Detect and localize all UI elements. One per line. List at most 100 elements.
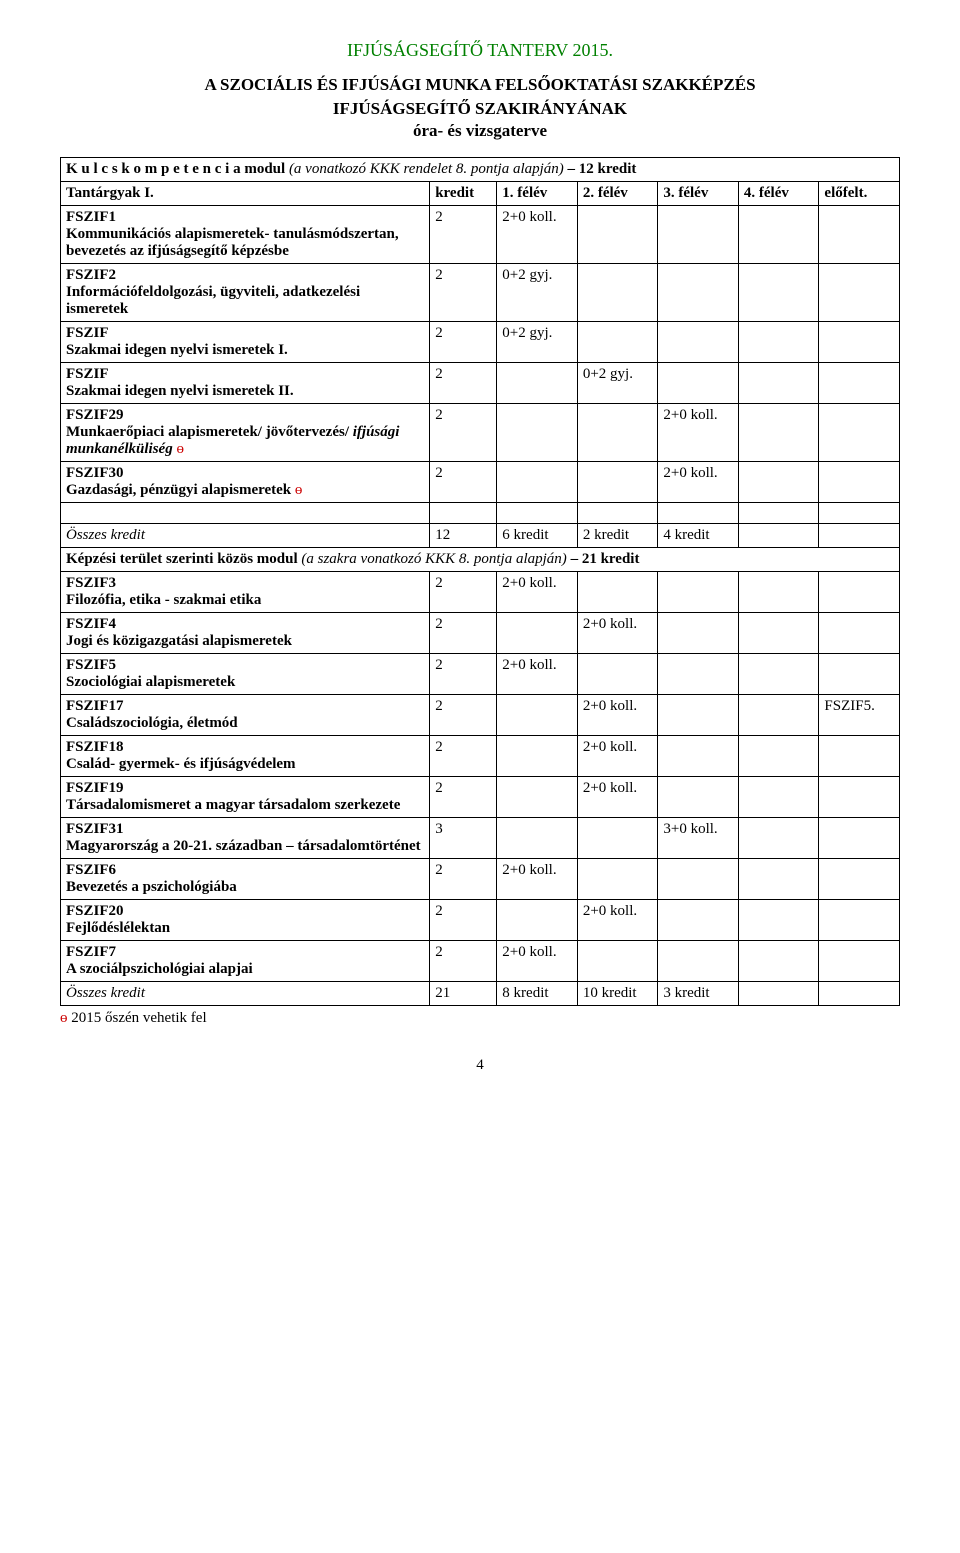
theta-mark: ɵ bbox=[295, 482, 303, 498]
sem4-cell bbox=[738, 206, 819, 264]
kredit-cell: 2 bbox=[430, 941, 497, 982]
sem4-cell bbox=[738, 613, 819, 654]
sem1-cell bbox=[497, 736, 578, 777]
sem1-cell: 2+0 koll. bbox=[497, 654, 578, 695]
subject-name: Társadalomismeret a magyar társadalom sz… bbox=[66, 797, 400, 813]
table-row: FSZIF19Társadalomismeret a magyar társad… bbox=[61, 777, 900, 818]
spacer-cell bbox=[738, 503, 819, 524]
col-elof: előfelt. bbox=[819, 182, 900, 206]
elof-cell bbox=[819, 654, 900, 695]
spacer-cell bbox=[577, 503, 658, 524]
section2-heading-mid: (a szakra vonatkozó KKK 8. pontja alapjá… bbox=[301, 551, 566, 567]
subject-code: FSZIF2 bbox=[66, 267, 424, 284]
subject-name: Információfeldolgozási, ügyviteli, adatk… bbox=[66, 284, 360, 317]
sem2-cell bbox=[577, 941, 658, 982]
subject-name: Fejlődéslélektan bbox=[66, 920, 170, 936]
col-sem4: 4. félév bbox=[738, 182, 819, 206]
subject-name: Kommunikációs alapismeretek- tanulásmóds… bbox=[66, 226, 399, 259]
subject-code: FSZIF29 bbox=[66, 407, 424, 424]
sem3-cell bbox=[658, 900, 739, 941]
total-s3: 4 kredit bbox=[658, 524, 739, 548]
subject-code: FSZIF6 bbox=[66, 862, 424, 879]
sem2-cell: 2+0 koll. bbox=[577, 695, 658, 736]
sem4-cell bbox=[738, 900, 819, 941]
sem1-cell: 2+0 koll. bbox=[497, 572, 578, 613]
sem2-cell bbox=[577, 462, 658, 503]
subject-code: FSZIF bbox=[66, 325, 424, 342]
sem2-cell bbox=[577, 654, 658, 695]
subject-name: Szakmai idegen nyelvi ismeretek I. bbox=[66, 342, 288, 358]
title-line-2: IFJÚSÁGSEGÍTŐ SZAKIRÁNYÁNAK bbox=[60, 99, 900, 119]
spacer-cell bbox=[658, 503, 739, 524]
title-line-1: A SZOCIÁLIS ÉS IFJÚSÁGI MUNKA FELSŐOKTAT… bbox=[60, 75, 900, 95]
subject-cell: FSZIF19Társadalomismeret a magyar társad… bbox=[61, 777, 430, 818]
subject-cell: FSZIF4Jogi és közigazgatási alapismerete… bbox=[61, 613, 430, 654]
sem3-cell bbox=[658, 941, 739, 982]
total-row: Összes kredit218 kredit10 kredit3 kredit bbox=[61, 982, 900, 1006]
total-kredit: 21 bbox=[430, 982, 497, 1006]
table-row: FSZIF3Filozófia, etika - szakmai etika22… bbox=[61, 572, 900, 613]
table-row: FSZIFSzakmai idegen nyelvi ismeretek II.… bbox=[61, 363, 900, 404]
subject-code: FSZIF7 bbox=[66, 944, 424, 961]
subject-cell: FSZIF29Munkaerőpiaci alapismeretek/ jövő… bbox=[61, 404, 430, 462]
sem1-cell bbox=[497, 363, 578, 404]
elof-cell bbox=[819, 941, 900, 982]
kredit-cell: 2 bbox=[430, 695, 497, 736]
sem1-cell bbox=[497, 404, 578, 462]
subject-code: FSZIF bbox=[66, 366, 424, 383]
sem2-cell: 2+0 koll. bbox=[577, 777, 658, 818]
spacer-cell bbox=[819, 503, 900, 524]
table-row: FSZIF29Munkaerőpiaci alapismeretek/ jövő… bbox=[61, 404, 900, 462]
subject-name: Családszociológia, életmód bbox=[66, 715, 238, 731]
table-row: FSZIF6Bevezetés a pszichológiába22+0 kol… bbox=[61, 859, 900, 900]
table-row: FSZIF18Család- gyermek- és ifjúságvédele… bbox=[61, 736, 900, 777]
theta-mark: ɵ bbox=[173, 441, 184, 457]
sem1-cell: 0+2 gyj. bbox=[497, 264, 578, 322]
total-s4 bbox=[738, 982, 819, 1006]
title-line-3: óra- és vizsgaterve bbox=[60, 121, 900, 141]
subject-cell: FSZIFSzakmai idegen nyelvi ismeretek II. bbox=[61, 363, 430, 404]
page-header: IFJÚSÁGSEGÍTŐ TANTERV 2015. bbox=[60, 40, 900, 61]
sem3-cell bbox=[658, 206, 739, 264]
elof-cell bbox=[819, 206, 900, 264]
page-number: 4 bbox=[60, 1057, 900, 1074]
subject-name: Szakmai idegen nyelvi ismeretek II. bbox=[66, 383, 294, 399]
total-s3: 3 kredit bbox=[658, 982, 739, 1006]
table-row: FSZIF20Fejlődéslélektan22+0 koll. bbox=[61, 900, 900, 941]
sem2-cell bbox=[577, 818, 658, 859]
subject-name: Filozófia, etika - szakmai etika bbox=[66, 592, 261, 608]
sem4-cell bbox=[738, 736, 819, 777]
subject-code: FSZIF31 bbox=[66, 821, 424, 838]
total-elof bbox=[819, 982, 900, 1006]
subject-cell: FSZIF5Szociológiai alapismeretek bbox=[61, 654, 430, 695]
section1-heading-post: – 12 kredit bbox=[564, 161, 637, 177]
elof-cell bbox=[819, 859, 900, 900]
subject-cell: FSZIF1Kommunikációs alapismeretek- tanul… bbox=[61, 206, 430, 264]
sem1-cell bbox=[497, 695, 578, 736]
subject-name: Munkaerőpiaci alapismeretek/ jövőtervezé… bbox=[66, 424, 353, 440]
col-subject: Tantárgyak I. bbox=[61, 182, 430, 206]
col-sem3: 3. félév bbox=[658, 182, 739, 206]
sem4-cell bbox=[738, 654, 819, 695]
footnote-theta: ɵ bbox=[60, 1010, 68, 1026]
subject-name: Bevezetés a pszichológiába bbox=[66, 879, 237, 895]
sem1-cell bbox=[497, 818, 578, 859]
sem3-cell: 2+0 koll. bbox=[658, 462, 739, 503]
sem3-cell: 2+0 koll. bbox=[658, 404, 739, 462]
table-row: FSZIF1Kommunikációs alapismeretek- tanul… bbox=[61, 206, 900, 264]
sem1-cell: 2+0 koll. bbox=[497, 941, 578, 982]
elof-cell: FSZIF5. bbox=[819, 695, 900, 736]
sem4-cell bbox=[738, 363, 819, 404]
sem3-cell bbox=[658, 572, 739, 613]
sem3-cell bbox=[658, 695, 739, 736]
spacer-cell bbox=[430, 503, 497, 524]
column-header-row: Tantárgyak I. kredit 1. félév 2. félév 3… bbox=[61, 182, 900, 206]
kredit-cell: 2 bbox=[430, 404, 497, 462]
sem3-cell bbox=[658, 322, 739, 363]
sem1-cell: 2+0 koll. bbox=[497, 206, 578, 264]
col-sem2: 2. félév bbox=[577, 182, 658, 206]
section1-heading-pre: K u l c s k o m p e t e n c i a modul bbox=[66, 161, 289, 177]
subject-name: Szociológiai alapismeretek bbox=[66, 674, 235, 690]
sem2-cell bbox=[577, 264, 658, 322]
elof-cell bbox=[819, 736, 900, 777]
